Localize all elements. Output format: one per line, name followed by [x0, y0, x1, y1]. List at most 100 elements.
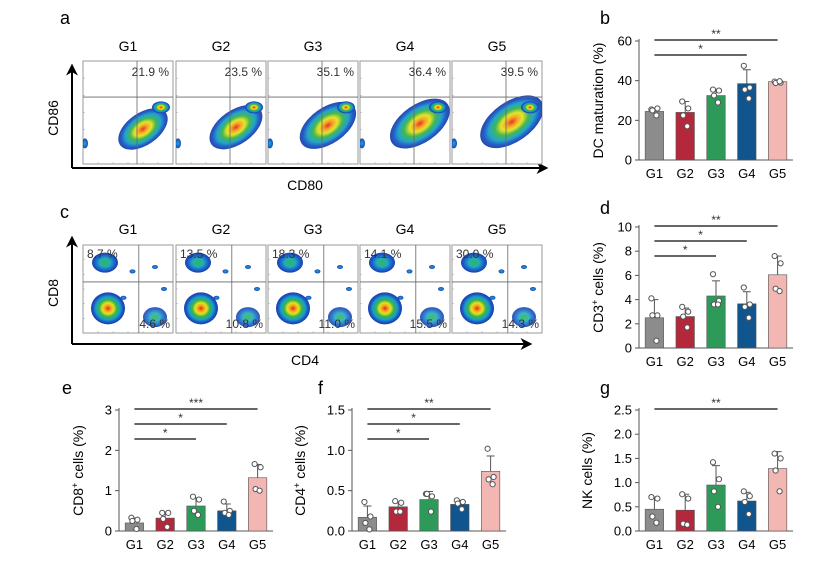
bar-g1	[644, 111, 664, 161]
gate-percentage: 10.8 %	[226, 317, 264, 331]
flow-plot-g2: G2 23.5 %	[175, 38, 267, 165]
density-contours	[368, 252, 444, 328]
y-tick-label: 3	[105, 403, 112, 418]
data-point	[654, 105, 661, 112]
cell-population	[368, 292, 402, 325]
x-tick-label: G2	[390, 537, 407, 552]
cell-population	[512, 307, 536, 328]
density-contours	[460, 252, 536, 328]
data-point	[649, 513, 656, 520]
data-point	[134, 516, 141, 523]
data-point	[190, 507, 198, 514]
flow-plot-g4: G4 14.1 % 15.5 %	[359, 221, 451, 334]
cell-speck	[152, 265, 158, 269]
x-tick-label: G2	[677, 166, 694, 181]
y-axis-label: NK cells (%)	[579, 432, 595, 509]
flow-plot-g3: G3 35.1 %	[267, 38, 359, 165]
data-point	[484, 445, 491, 452]
significance-label: *	[698, 228, 703, 242]
significance-label: **	[424, 396, 434, 410]
data-point	[680, 112, 687, 119]
gate-percentage: 8.7 %	[87, 247, 118, 261]
data-point	[710, 92, 718, 99]
gate-percentage: 21.9 %	[132, 65, 170, 79]
data-point	[654, 495, 661, 502]
x-tick-label: G5	[769, 537, 786, 552]
data-point	[458, 506, 465, 513]
y-tick-label: 1.0	[614, 475, 632, 490]
data-point	[714, 503, 722, 510]
x-tick-label: G4	[738, 537, 755, 552]
flow-plot-g3: G3 18.3 % 11.0 %	[267, 221, 359, 334]
y-tick-label: 1.0	[327, 443, 345, 458]
y-tick-label: 20	[618, 113, 632, 128]
density-contours	[360, 98, 450, 149]
panel-label: b	[600, 8, 610, 28]
data-point	[776, 78, 783, 85]
data-point	[454, 500, 461, 507]
data-point	[685, 308, 692, 315]
data-point	[251, 460, 258, 468]
data-point	[777, 260, 784, 267]
bar-g1	[644, 508, 664, 532]
data-point	[195, 496, 203, 503]
y-tick-label: 2.0	[614, 427, 632, 442]
bar-g3	[419, 499, 439, 532]
cell-speck	[489, 295, 496, 300]
cell-speck	[429, 265, 435, 269]
data-point	[366, 526, 373, 533]
significance-label: **	[711, 213, 721, 227]
data-point	[361, 498, 368, 506]
data-point	[159, 509, 166, 516]
gate-percentage: 4.6 %	[139, 317, 170, 331]
x-tick-label: G3	[707, 537, 724, 552]
cell-speck	[120, 295, 127, 300]
cell-speck	[346, 287, 352, 291]
gate-percentage: 13.5 %	[180, 247, 218, 261]
data-point	[684, 123, 691, 130]
cell-speck	[397, 295, 404, 300]
y-tick-label: 0.5	[327, 483, 345, 498]
x-tick-label: G3	[187, 537, 204, 552]
cell-speck	[245, 265, 251, 269]
data-point	[427, 508, 435, 515]
group-title: G1	[119, 221, 138, 237]
gate-percentage: 15.5 %	[410, 317, 448, 331]
bar-chart-g: g 0.0 0.5 1.0 1.5 2.0 2.5 NK cells (%) G1 G2 G3 G4 G…	[579, 378, 793, 552]
y-tick-label: 40	[618, 73, 632, 88]
x-tick-label: G1	[646, 354, 663, 369]
bar-g5	[768, 468, 788, 532]
significance-label: **	[711, 27, 721, 41]
group-title: G5	[488, 221, 507, 237]
cell-population	[369, 252, 395, 273]
x-tick-label: G1	[646, 537, 663, 552]
x-tick-label: G5	[769, 354, 786, 369]
y-tick-label: 0.5	[614, 499, 632, 514]
data-point	[653, 337, 660, 344]
x-tick-label: G1	[646, 166, 663, 181]
flow-plot-g2: G2 13.5 % 10.8 %	[175, 221, 267, 334]
significance-label: **	[711, 396, 721, 410]
cell-population	[429, 101, 447, 114]
cell-population	[461, 252, 487, 273]
group-title: G3	[304, 221, 323, 237]
data-point	[685, 495, 692, 502]
group-title: G4	[396, 38, 415, 54]
x-tick-label: G2	[157, 537, 174, 552]
density-contours	[176, 101, 263, 150]
data-point	[485, 476, 492, 483]
cell-speck	[438, 287, 444, 291]
x-tick-label: G1	[359, 537, 376, 552]
gate-percentage: 23.5 %	[225, 65, 263, 79]
cell-population	[276, 292, 310, 325]
data-point	[776, 288, 783, 295]
x-tick-label: G4	[738, 354, 755, 369]
y-tick-label: 6	[625, 268, 632, 283]
cell-speck	[521, 265, 527, 269]
flow-panel-c: c CD8 CD4 G18.7 % 4.6 % G2 13.5 % 10.8 % G3 18…	[45, 202, 543, 368]
cell-speck	[176, 138, 181, 149]
data-point	[164, 523, 171, 531]
cell-population	[92, 252, 118, 273]
y-tick-label: 2	[105, 443, 112, 458]
